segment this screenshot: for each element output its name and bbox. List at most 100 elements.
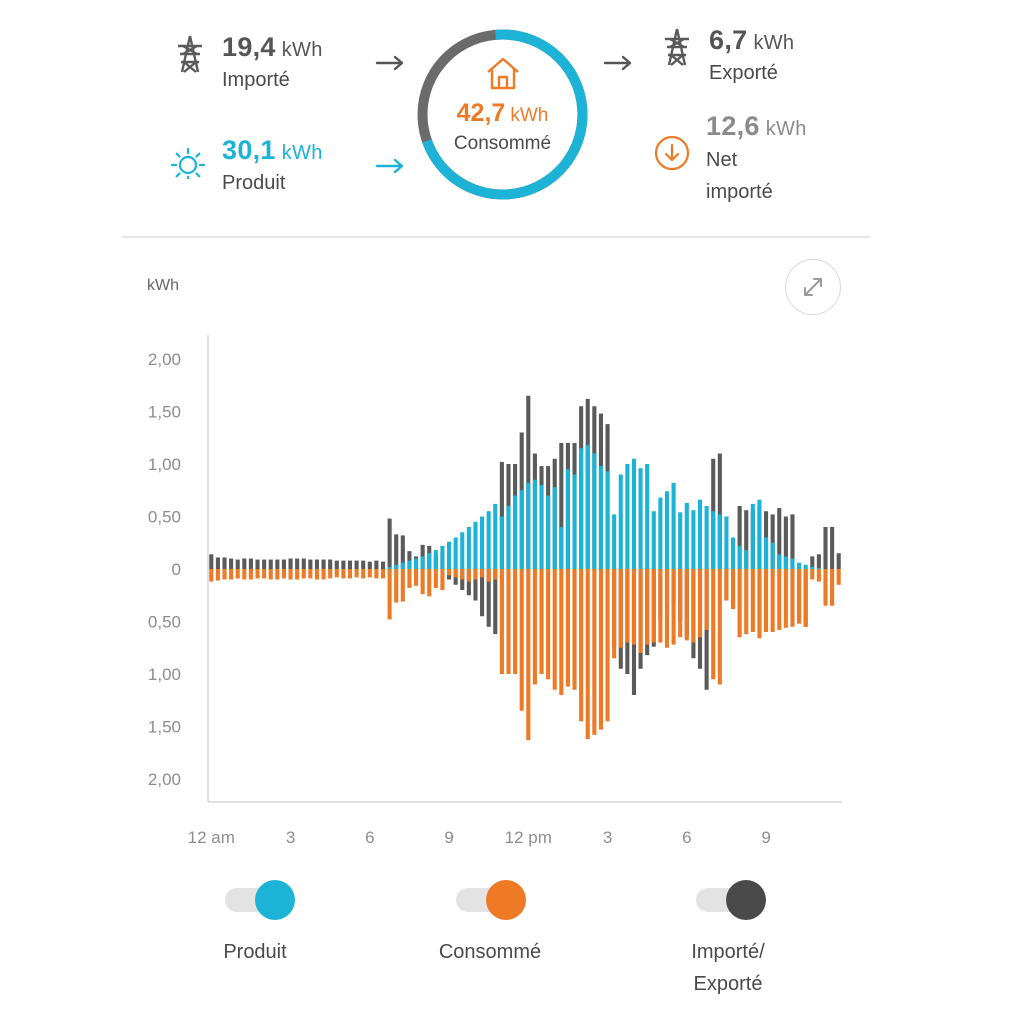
consumed-label: Consommé	[453, 133, 552, 154]
bar-produced	[565, 469, 570, 569]
bar-consumed	[506, 569, 511, 674]
bar-consumed	[697, 569, 703, 638]
bar-produced	[631, 458, 637, 569]
bar-consumed	[380, 569, 386, 579]
bar-produced	[420, 556, 425, 569]
bar-consumed	[473, 569, 478, 580]
y-tick-label: 1,00	[148, 455, 181, 474]
toggle-knob	[486, 880, 526, 920]
toggle-produced[interactable]	[225, 880, 297, 920]
bar-consumed	[480, 569, 485, 578]
bar-consumed	[552, 569, 557, 690]
bar-imported-exported	[248, 558, 253, 569]
expand-button[interactable]	[785, 259, 841, 315]
x-tick-label: 6	[682, 828, 691, 847]
bar-produced	[770, 542, 775, 569]
bar-imported-exported	[473, 569, 478, 601]
x-tick-label: 6	[365, 828, 374, 847]
bar-imported-exported	[790, 514, 795, 569]
bar-imported-exported	[229, 558, 234, 569]
bar-produced	[480, 516, 485, 569]
bar-produced	[387, 566, 392, 569]
bar-produced	[394, 564, 399, 569]
bar-imported-exported	[268, 559, 273, 569]
bar-imported-exported	[242, 558, 247, 569]
bar-imported-exported	[526, 395, 531, 569]
bar-produced	[526, 482, 531, 569]
bar-imported-exported	[281, 559, 286, 569]
bar-imported-exported	[466, 569, 471, 596]
bar-produced	[790, 558, 795, 569]
x-tick-labels: 12 am 3 6 9 12 pm 3 6 9	[188, 828, 771, 847]
bar-produced	[400, 562, 405, 569]
bar-imported-exported	[830, 527, 835, 569]
x-tick-label: 3	[603, 828, 612, 847]
bar-imported-exported	[394, 534, 399, 569]
bar-consumed	[585, 569, 590, 740]
produced-stat: 30,1 kWh Produit	[168, 135, 323, 198]
bar-produced	[473, 521, 478, 569]
bar-consumed	[440, 569, 445, 590]
bar-produced	[757, 499, 762, 569]
x-tick-label: 12 pm	[505, 828, 552, 847]
bar-consumed	[513, 569, 518, 674]
bar-consumed	[764, 569, 769, 632]
bar-produced	[539, 485, 544, 569]
bar-imported-exported	[295, 558, 300, 569]
bar-produced	[579, 448, 584, 569]
bar-imported-exported	[493, 569, 498, 635]
bar-consumed	[387, 569, 392, 620]
exported-stat: 6,7 kWh Exporté	[655, 25, 794, 88]
toggle-knob	[255, 880, 295, 920]
bar-consumed	[691, 569, 696, 643]
bar-consumed	[295, 569, 300, 580]
imported-stat: 19,4 kWh Importé	[168, 32, 323, 95]
bar-produced	[427, 553, 432, 569]
bar-produced	[460, 532, 465, 569]
y-tick-label: 0,50	[148, 508, 181, 527]
bar-imported-exported	[288, 558, 293, 569]
bar-imported-exported	[275, 559, 280, 569]
bar-consumed	[453, 569, 458, 578]
bar-imported-exported	[744, 510, 749, 569]
bar-consumed	[209, 569, 214, 582]
consumed-stat: 42,7 kWh Consommé	[415, 27, 590, 202]
bar-consumed	[572, 569, 577, 690]
toggle-imported-exported[interactable]	[696, 880, 768, 920]
bar-imported-exported	[380, 561, 386, 569]
bar-imported-exported	[816, 554, 821, 569]
bar-consumed	[407, 569, 412, 588]
bar-consumed	[215, 569, 220, 581]
bar-produced	[717, 514, 722, 569]
bar-produced	[407, 560, 412, 569]
expand-arrows-icon	[804, 278, 822, 296]
bar-consumed	[420, 569, 425, 595]
bar-imported-exported	[770, 514, 775, 569]
y-tick-label: 0	[172, 560, 181, 579]
bar-imported-exported	[387, 518, 392, 569]
x-tick-label: 3	[286, 828, 295, 847]
bar-produced	[783, 556, 788, 569]
x-tick-label: 12 am	[188, 828, 235, 847]
bar-produced	[750, 503, 755, 569]
bar-produced	[658, 497, 663, 569]
bar-consumed	[770, 569, 775, 632]
toggle-consumed[interactable]	[456, 880, 528, 920]
bar-imported-exported	[777, 508, 782, 569]
arrow-right-icon	[375, 158, 404, 174]
legend-label-produced: Produit	[223, 941, 287, 963]
bar-produced	[532, 479, 537, 569]
bar-produced	[691, 510, 696, 569]
produced-value: 30,1 kWh	[222, 135, 323, 165]
bar-consumed	[631, 569, 637, 645]
imported-label: Importé	[222, 69, 290, 91]
bar-imported-exported	[328, 559, 333, 569]
bar-produced	[737, 545, 742, 569]
bar-produced	[433, 550, 438, 569]
bar-consumed	[658, 569, 663, 643]
bar-consumed	[830, 569, 835, 606]
bar-produced	[724, 516, 729, 569]
bar-consumed	[730, 569, 736, 609]
bar-consumed	[645, 569, 650, 645]
bar-consumed	[559, 569, 564, 695]
